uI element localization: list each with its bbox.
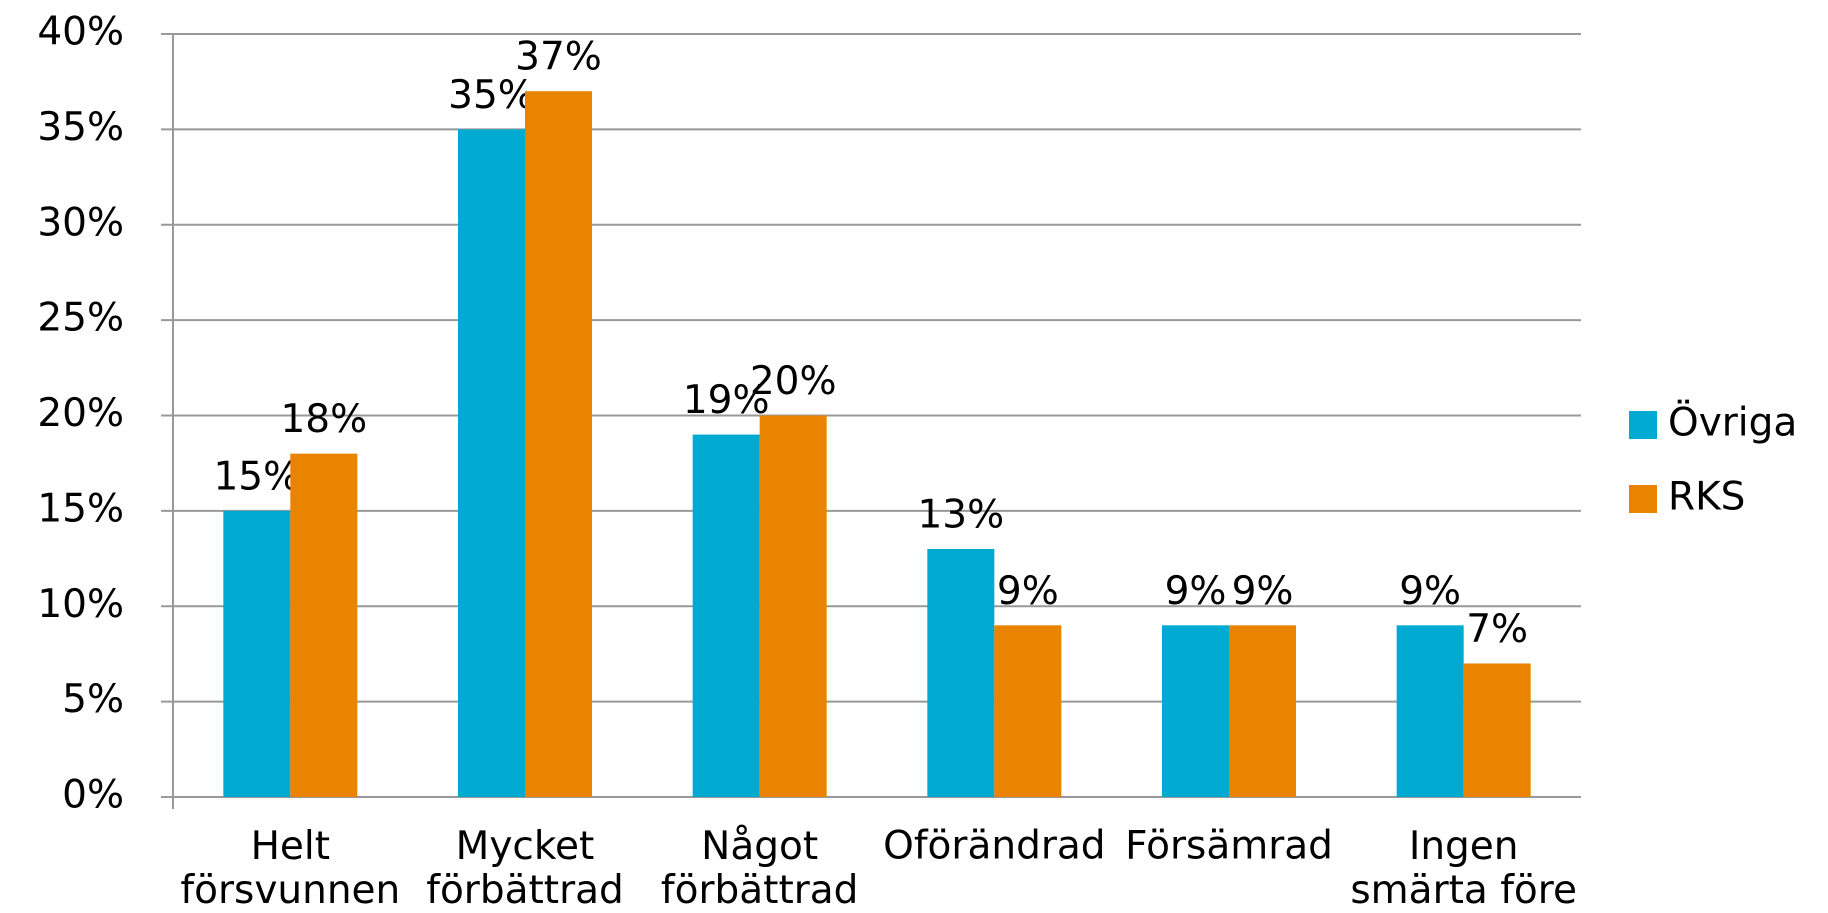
y-tick-label: 20%: [37, 391, 124, 436]
x-tick-label: Försämrad: [1125, 824, 1333, 869]
x-tick-label-line: förbättrad: [426, 868, 624, 910]
y-tick-label: 0%: [62, 773, 124, 818]
x-tick-label: Något förbättrad: [661, 824, 859, 910]
legend-label: Övriga: [1668, 400, 1797, 446]
bar: [1463, 663, 1531, 797]
data-label: 13%: [917, 493, 1004, 538]
x-tick-label-line: Något: [701, 824, 818, 869]
y-tick-label: 30%: [37, 200, 124, 245]
data-label: 9%: [1232, 569, 1294, 614]
x-tick-label-line: förbättrad: [661, 868, 859, 910]
data-label: 15%: [213, 454, 300, 499]
data-label: 9%: [1165, 569, 1227, 614]
y-tick-label: 40%: [37, 10, 124, 55]
data-label: 35%: [448, 73, 535, 118]
data-label: 20%: [750, 359, 837, 404]
bar: [1396, 625, 1464, 797]
legend-swatch: [1629, 411, 1657, 439]
legend-label: RKS: [1668, 475, 1745, 520]
y-tick-label: 25%: [37, 296, 124, 341]
x-tick-label-line: smärta före: [1350, 868, 1577, 910]
bar: [759, 415, 827, 797]
bar: [692, 434, 760, 797]
bar: [1229, 625, 1296, 797]
x-tick-label-line: Ingen: [1409, 824, 1519, 869]
data-label: 7%: [1466, 607, 1528, 652]
y-tick-label: 5%: [62, 677, 124, 722]
bar: [458, 129, 525, 797]
data-label: 37%: [515, 35, 602, 80]
bar: [525, 91, 592, 798]
y-tick-label: 10%: [37, 582, 124, 627]
data-label: 9%: [1399, 569, 1461, 614]
x-tick-label: Ingen smärta före: [1350, 824, 1577, 910]
data-label: 9%: [997, 569, 1059, 614]
bar: [1162, 625, 1229, 797]
data-label: 19%: [683, 378, 770, 423]
x-tick-label-line: försvunnen: [180, 868, 400, 910]
x-tick-label-line: Helt: [251, 824, 330, 869]
y-tick-label: 15%: [37, 486, 124, 531]
bar: [994, 625, 1062, 797]
x-tick-label: Helt försvunnen: [180, 824, 400, 910]
bar: [290, 453, 358, 797]
x-tick-label-line: Mycket: [456, 824, 595, 869]
legend-swatch: [1629, 485, 1657, 513]
x-tick-label: Mycket förbättrad: [426, 824, 624, 910]
bar: [223, 510, 291, 797]
x-tick-label: Oförändrad: [883, 824, 1105, 869]
data-label: 18%: [280, 397, 367, 442]
y-tick-label: 35%: [37, 105, 124, 150]
bar: [927, 549, 995, 797]
